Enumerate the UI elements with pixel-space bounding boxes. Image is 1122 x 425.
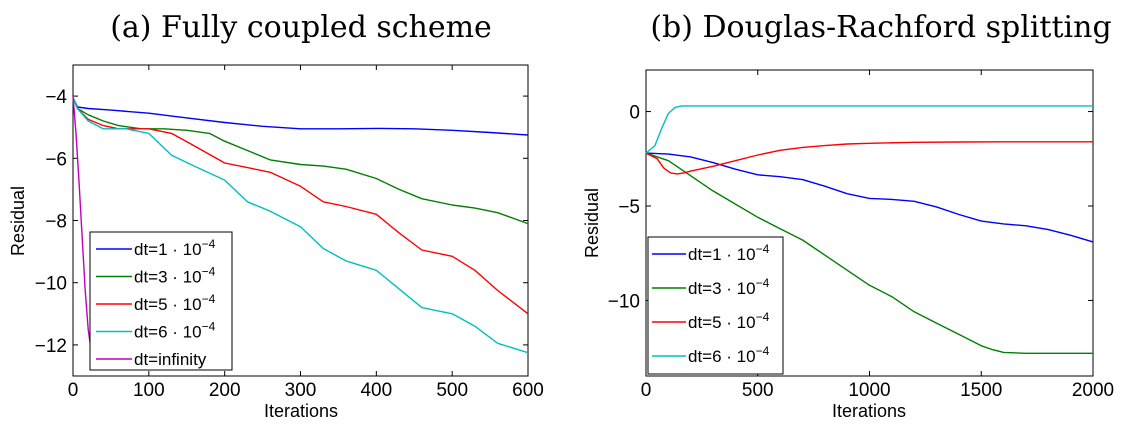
x-tick-label: 500 (436, 380, 468, 401)
y-tick-label: −12 (35, 336, 67, 357)
x-axis-label: Iterations (832, 401, 906, 421)
series-line (645, 105, 1093, 154)
chart-fully-coupled: (a) Fully coupled scheme 0 100 200 300 400 50… (8, 10, 544, 421)
series-line (72, 97, 529, 136)
series-line (645, 141, 1093, 175)
chart-title: (a) Fully coupled scheme (110, 10, 492, 45)
y-tick-label: −8 (45, 212, 67, 233)
x-tick-label: 2000 (1072, 380, 1114, 401)
y-tick-label: −5 (618, 197, 640, 218)
legend-entry: dt=6 · 10−4 (134, 320, 216, 342)
x-tick-label: 300 (285, 380, 317, 401)
legend-entry: dt=infinity (134, 350, 207, 369)
x-tick-label: 600 (512, 380, 544, 401)
legend-entry: dt=6 · 10−4 (688, 344, 770, 366)
legend-exponent: −4 (756, 242, 770, 256)
y-axis-label: Residual (582, 188, 602, 258)
x-tick-label: 0 (68, 380, 79, 401)
legend-entry: dt=1 · 10−4 (134, 237, 216, 259)
legend-box (647, 236, 784, 375)
legend-exponent: −4 (202, 320, 216, 334)
series-line (72, 97, 529, 315)
x-axis-label: Iterations (264, 401, 338, 421)
series-line (72, 97, 529, 354)
legend-entry: dt=3 · 10−4 (688, 276, 770, 298)
y-axis-label: Residual (8, 186, 28, 256)
x-tick-label: 500 (742, 380, 774, 401)
x-tick-label: 200 (209, 380, 241, 401)
y-tick-label: −4 (45, 87, 67, 108)
legend-entry: dt=1 · 10−4 (688, 242, 770, 264)
y-tick-label: −10 (608, 291, 640, 312)
legend-exponent: −4 (756, 344, 770, 358)
legend-exponent: −4 (202, 237, 216, 251)
chart-douglas-rachford: (b) Douglas-Rachford splitting 0 500 1000 1… (582, 10, 1114, 421)
legend-box (89, 231, 233, 371)
chart-title: (b) Douglas-Rachford splitting (650, 10, 1111, 45)
x-tick-label: 1000 (848, 380, 890, 401)
y-tick-label: −6 (45, 149, 67, 170)
legend-exponent: −4 (756, 310, 770, 324)
legend-entry: dt=3 · 10−4 (134, 265, 216, 287)
legend-entry: dt=5 · 10−4 (688, 310, 770, 332)
legend-entry: dt=5 · 10−4 (134, 292, 216, 314)
x-tick-label: 100 (133, 380, 165, 401)
y-tick-label: 0 (629, 103, 640, 124)
legend-exponent: −4 (202, 292, 216, 306)
x-tick-label: 1500 (960, 380, 1002, 401)
y-tick-label: −10 (35, 274, 67, 295)
series-line (645, 152, 1093, 354)
legend-exponent: −4 (756, 276, 770, 290)
series-line (72, 97, 529, 225)
legend: dt=1 · 10−4 dt=3 · 10−4 dt=5 · 10−4 dt=6 · … (647, 236, 784, 375)
legend-exponent: −4 (202, 265, 216, 279)
x-tick-label: 400 (360, 380, 392, 401)
legend: dt=1 · 10−4 dt=3 · 10−4 dt=5 · 10−4 dt=6 · … (89, 231, 233, 371)
x-tick-label: 0 (641, 380, 652, 401)
